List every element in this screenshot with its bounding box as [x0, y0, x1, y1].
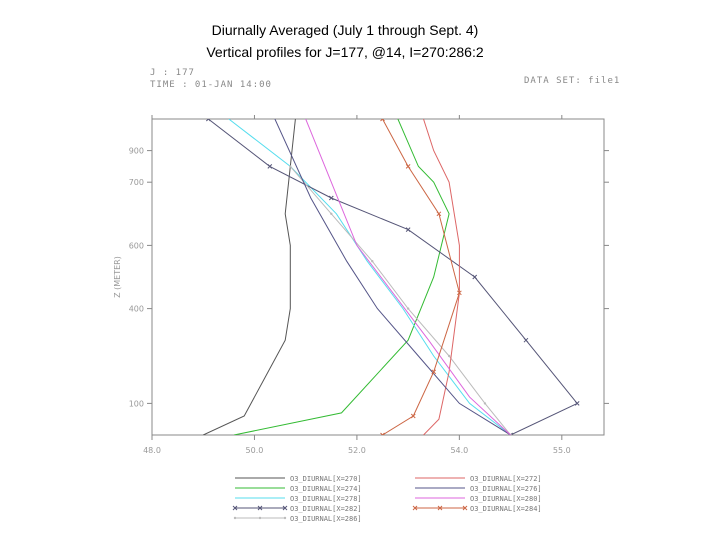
- legend-label: O3_DIURNAL[X=286]: [290, 515, 362, 523]
- legend-marker: [283, 516, 287, 520]
- chart-title-line1: Diurnally Averaged (July 1 through Sept.…: [211, 22, 479, 38]
- x-tick-label: 50.0: [246, 446, 264, 455]
- series-point: [472, 274, 478, 280]
- series-point: [380, 432, 385, 435]
- series-line-6: [274, 119, 511, 435]
- y-tick-label: 600: [129, 241, 144, 250]
- x-tick-label: 54.0: [450, 446, 468, 455]
- series-point: [523, 337, 529, 343]
- legend-label: O3_DIURNAL[X=282]: [290, 505, 362, 513]
- series-line-2: [228, 119, 511, 435]
- legend-marker: [412, 505, 418, 511]
- series-point: [447, 354, 451, 358]
- legend: O3_DIURNAL[X=270] O3_DIURNAL[X=274] O3_DIU…: [232, 475, 542, 523]
- y-tick-label: 700: [129, 178, 144, 187]
- legend-label: O3_DIURNAL[X=270]: [290, 475, 362, 483]
- legend-marker: [282, 505, 288, 511]
- series-point: [410, 413, 416, 419]
- series-point: [380, 119, 385, 122]
- legend-marker: [437, 505, 443, 511]
- chart-title-line2: Vertical profiles for J=177, @14, I=270:…: [206, 44, 484, 60]
- x-tick-label: 52.0: [348, 446, 366, 455]
- series-point: [574, 401, 580, 406]
- series-point: [483, 402, 487, 405]
- series-point: [405, 164, 411, 169]
- legend-marker: [462, 505, 468, 511]
- legend-marker: [257, 505, 263, 511]
- series-line-8: [382, 119, 460, 435]
- series-line-5: [423, 119, 460, 435]
- legend-marker: [233, 516, 237, 520]
- legend-label: O3_DIURNAL[X=284]: [470, 505, 542, 513]
- meta-time: TIME : 01-JAN 14:00: [150, 80, 272, 90]
- series-point: [431, 369, 437, 375]
- series-line-3: [207, 119, 578, 435]
- y-tick-label: 900: [129, 147, 144, 156]
- legend-label: O3_DIURNAL[X=280]: [470, 495, 542, 503]
- plot-frame: [151, 118, 605, 436]
- series-point: [405, 227, 411, 232]
- series-point: [267, 164, 273, 169]
- y-tick-label: 400: [129, 305, 144, 314]
- axes-group: 48.0 50.0 52.0 54.0 55.0 100 400 600 700 900: [129, 115, 609, 455]
- series-group: [202, 119, 580, 435]
- series-point: [436, 211, 442, 217]
- y-tick-label: 100: [129, 399, 144, 408]
- y-axis-label: Z (METER): [113, 256, 122, 298]
- legend-label: O3_DIURNAL[X=272]: [470, 475, 542, 483]
- x-tick-label: 55.0: [553, 446, 571, 455]
- legend-label: O3_DIURNAL[X=276]: [470, 485, 542, 493]
- x-tick-label: 48.0: [143, 446, 161, 455]
- series-point: [330, 212, 333, 215]
- series-line-4: [289, 166, 511, 435]
- legend-label: O3_DIURNAL[X=278]: [290, 495, 362, 503]
- legend-label: O3_DIURNAL[X=274]: [290, 485, 362, 493]
- legend-marker: [232, 505, 238, 511]
- series-line-7: [305, 119, 511, 435]
- dataset-label: DATA SET: file1: [524, 76, 621, 86]
- series-point: [457, 290, 462, 296]
- meta-j: J : 177: [150, 68, 195, 78]
- legend-marker: [258, 516, 262, 520]
- series-point: [406, 307, 410, 310]
- series-line-1: [233, 119, 450, 435]
- series-point: [328, 195, 334, 201]
- series-point: [289, 165, 292, 168]
- series-line-0: [202, 119, 296, 435]
- series-point: [205, 119, 211, 122]
- series-point: [371, 260, 374, 263]
